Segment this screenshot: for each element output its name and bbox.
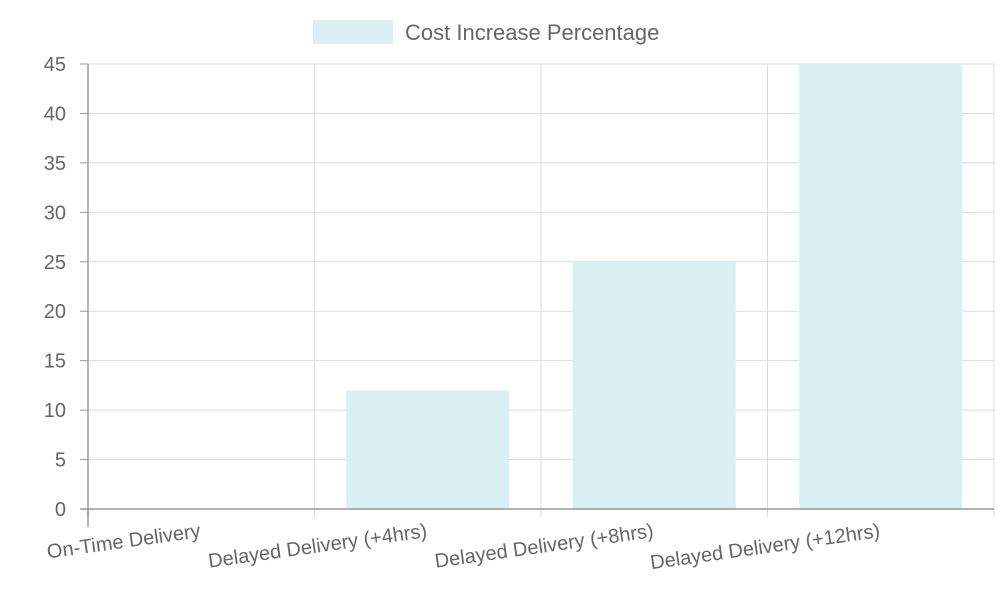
x-tick-label: Delayed Delivery (+8hrs) [433,520,655,572]
y-tick-label: 0 [55,499,66,521]
y-axis-ticks: 0 5 10 15 20 25 30 35 40 45 [44,54,88,521]
y-tick-label: 25 [44,252,66,274]
legend[interactable]: Cost Increase Percentage [313,20,659,45]
legend-swatch [313,20,393,44]
y-tick-label: 10 [44,400,66,422]
legend-label: Cost Increase Percentage [405,20,659,45]
x-tick-label: Delayed Delivery (+12hrs) [649,520,882,574]
x-axis-ticks: On-Time Delivery Delayed Delivery (+4hrs)… [46,520,882,574]
y-tick-label: 40 [44,103,66,125]
bar[interactable] [346,390,510,509]
y-tick-label: 20 [44,301,66,323]
y-tick-label: 35 [44,153,66,175]
grid-lines [88,63,995,517]
bar[interactable] [799,64,963,509]
bars [346,64,963,509]
y-tick-label: 5 [55,450,66,472]
bar[interactable] [572,261,736,509]
x-tick-label: Delayed Delivery (+4hrs) [207,520,429,572]
y-tick-label: 15 [44,351,66,373]
y-tick-label: 45 [44,54,66,76]
y-tick-label: 30 [44,202,66,224]
axes [80,64,994,527]
x-tick-label: On-Time Delivery [46,520,202,563]
